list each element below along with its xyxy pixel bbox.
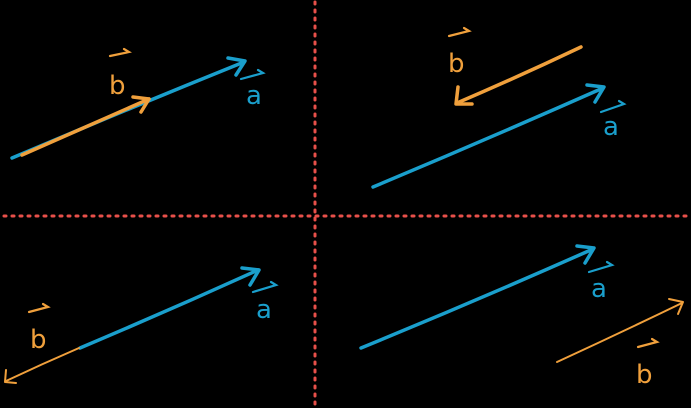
- vector-a-label: a: [591, 274, 607, 304]
- vector-b-arrowhead: [454, 85, 474, 106]
- panel-bottom-right: a b: [359, 244, 684, 390]
- vector-a-arrow: [371, 86, 605, 189]
- vector-a-label: a: [246, 81, 262, 111]
- vector-a-label-arrow: [587, 260, 615, 274]
- vector-a-arrowhead: [226, 56, 247, 77]
- vector-b-label: b: [636, 360, 653, 390]
- vector-b-label: b: [30, 325, 47, 355]
- vector-b-arrowhead: [4, 369, 17, 384]
- vector-a-label-arrow: [239, 68, 266, 81]
- vector-a-arrow: [359, 247, 595, 350]
- vector-b-arrow: [20, 97, 151, 157]
- vector-b-label-arrow: [636, 337, 660, 349]
- vector-b-label: b: [448, 49, 465, 79]
- vector-b-arrowhead: [131, 95, 151, 114]
- vector-a-label-arrow: [599, 99, 627, 114]
- vector-b-arrowhead: [668, 298, 684, 315]
- vector-b-arrow: [455, 45, 583, 105]
- vector-b-arrow: [556, 302, 683, 363]
- vector-a-arrow: [78, 268, 260, 350]
- vector-b-label-arrow: [447, 26, 472, 38]
- vector-a-arrowhead: [575, 244, 596, 265]
- panel-bottom-left: b a: [4, 266, 279, 384]
- vector-b-label-arrow: [27, 302, 51, 314]
- vector-a-arrowhead: [240, 266, 261, 287]
- panel-top-right: b a: [371, 26, 627, 189]
- panel-top-left: b a: [10, 47, 266, 160]
- vector-a-arrowhead: [585, 83, 606, 104]
- vector-b-label-arrow: [108, 47, 132, 58]
- vector-b-label: b: [109, 71, 126, 101]
- vector-a-label: a: [256, 295, 272, 325]
- vector-b-arrow: [5, 347, 80, 382]
- vector-a-label-arrow: [251, 280, 279, 294]
- vector-a-label: a: [603, 112, 619, 142]
